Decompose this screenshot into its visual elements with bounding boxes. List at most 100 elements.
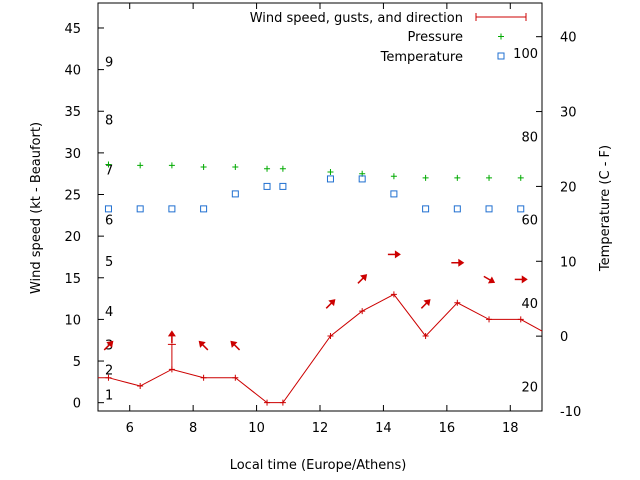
- temperature-point: [200, 205, 208, 213]
- temperature-point: [517, 205, 525, 213]
- beaufort-label: 8: [105, 114, 113, 129]
- wind-speed-point: [486, 316, 493, 323]
- y2-tick-label: -10: [560, 405, 581, 420]
- fahrenheit-label: 20: [521, 380, 538, 395]
- temperature-point: [136, 205, 144, 213]
- y-tick-label: 10: [64, 313, 81, 328]
- x-tick-label: 10: [248, 421, 265, 436]
- y-tick-label: 30: [64, 147, 81, 162]
- wind-direction-arrow: [357, 274, 368, 284]
- plot-frame: [97, 2, 543, 412]
- wind-direction-arrow: [483, 275, 496, 284]
- wind-direction-arrow-head: [167, 330, 176, 337]
- y-tick-label: 15: [64, 272, 81, 287]
- temperature-point: [326, 175, 334, 183]
- ticks-layer: 6 8 10 12 14 16 18051015202530354045-100102030…: [64, 3, 581, 436]
- temperature-point: [168, 205, 176, 213]
- wind-speed-point: [517, 316, 524, 323]
- legend: Wind speed, gusts, and direction Pressur…: [250, 11, 527, 65]
- fahrenheit-label: 60: [521, 213, 538, 228]
- y-axis-label: Wind speed (kt - Beaufort): [29, 122, 44, 294]
- y2-tick-label: 40: [560, 31, 577, 46]
- y-tick-label: 20: [64, 230, 81, 245]
- wind-speed-point: [422, 333, 429, 340]
- beaufort-label: 4: [105, 305, 113, 320]
- pressure-point: [232, 164, 239, 171]
- temperature-point: [263, 182, 271, 190]
- wind-direction-arrow: [514, 275, 528, 284]
- wind-speed-point: [327, 333, 334, 340]
- x-tick-label: 16: [439, 421, 456, 436]
- pressure-point: [454, 174, 461, 181]
- temperature-point: [485, 205, 493, 213]
- fahrenheit-label: 80: [521, 130, 538, 145]
- wind-direction-arrow-head: [198, 340, 206, 348]
- wind-speed-point: [279, 399, 286, 406]
- y2-tick-label: 30: [560, 106, 577, 121]
- x-tick-label: 12: [312, 421, 329, 436]
- x-tick-label: 18: [502, 421, 519, 436]
- wind-direction-arrow-head: [360, 274, 368, 282]
- legend-label-temperature: Temperature: [380, 50, 463, 65]
- y2-axis-label: Temperature (C - F): [598, 145, 613, 272]
- beaufort-label: 5: [105, 255, 113, 270]
- temperature-point: [104, 205, 112, 213]
- temperature-point: [279, 182, 287, 190]
- pressure-point: [200, 164, 207, 171]
- wind-speed-point: [359, 308, 366, 315]
- beaufort-label: 7: [105, 164, 113, 179]
- wind-direction-arrow-head: [423, 299, 431, 307]
- pressure-point: [105, 161, 112, 168]
- wind-direction-arrow-head: [106, 340, 114, 348]
- wind-speed-point: [200, 374, 207, 381]
- wind-direction-arrow: [325, 299, 336, 309]
- wind-speed-point: [454, 299, 461, 306]
- x-tick-label: 8: [189, 421, 197, 436]
- pressure-point: [422, 174, 429, 181]
- y2-tick-label: 0: [560, 330, 568, 345]
- y2-tick-label: 20: [560, 180, 577, 195]
- wind-direction-arrow-head: [328, 299, 336, 307]
- y-tick-label: 45: [64, 22, 81, 37]
- marks-layer: [98, 161, 543, 406]
- pressure-point: [279, 165, 286, 172]
- pressure-point: [168, 162, 175, 169]
- wind-direction-arrow: [230, 340, 241, 351]
- y-tick-label: 0: [73, 397, 81, 412]
- x-tick-label: 14: [375, 421, 392, 436]
- wind-speed-point: [105, 374, 112, 381]
- pressure-point: [390, 173, 397, 180]
- temperature-point: [422, 205, 430, 213]
- pressure-point: [137, 162, 144, 169]
- temperature-point: [358, 175, 366, 183]
- wind-direction-arrow: [167, 330, 176, 344]
- legend-sample-pressure: [498, 33, 504, 40]
- beaufort-label: 2: [105, 363, 113, 378]
- legend-sample-temperature: [497, 52, 505, 60]
- y-tick-label: 5: [73, 355, 81, 370]
- wind-direction-arrow-head: [521, 275, 528, 284]
- beaufort-label: 1: [105, 388, 113, 403]
- y-tick-label: 40: [64, 64, 81, 79]
- pressure-point: [517, 174, 524, 181]
- wind-direction-arrow: [198, 340, 209, 351]
- wind-direction-arrow: [103, 340, 114, 351]
- wind-direction-arrow-head: [487, 276, 496, 284]
- wind-speed-point: [232, 374, 239, 381]
- x-tick-label: 6: [126, 421, 134, 436]
- legend-label-pressure: Pressure: [407, 30, 463, 45]
- y-tick-label: 35: [64, 105, 81, 120]
- pressure-point: [486, 174, 493, 181]
- wind-speed-point: [390, 291, 397, 298]
- temperature-point: [231, 190, 239, 198]
- beaufort-label: 6: [105, 213, 113, 228]
- wind-speed-line: [98, 293, 543, 404]
- wind-direction-arrow-head: [230, 340, 238, 348]
- fahrenheit-label: 100: [513, 47, 538, 62]
- wind-direction-arrow-head: [458, 258, 465, 267]
- wind-direction-arrow-head: [394, 250, 401, 259]
- wind-speed-point: [137, 383, 144, 390]
- wind-direction-arrow: [387, 250, 401, 259]
- temperature-point: [453, 205, 461, 213]
